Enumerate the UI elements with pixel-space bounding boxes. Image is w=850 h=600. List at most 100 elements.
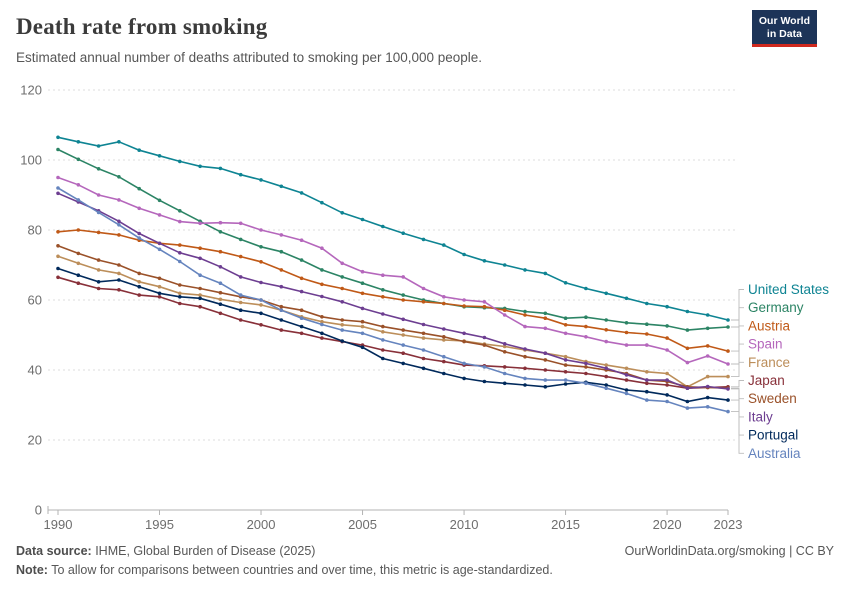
data-point [502, 313, 507, 317]
x-tick-2005: 2005 [348, 517, 377, 532]
legend-label-germany[interactable]: Germany [748, 300, 804, 315]
data-point [198, 296, 202, 301]
data-point [137, 293, 141, 297]
chart-footer: Data source: IHME, Global Burden of Dise… [16, 544, 834, 577]
legend-label-spain[interactable]: Spain [748, 337, 783, 352]
data-point [117, 288, 121, 292]
data-point [685, 399, 690, 404]
legend-label-japan[interactable]: Japan [748, 373, 785, 388]
data-point [218, 302, 223, 306]
data-point [137, 284, 141, 289]
data-point [462, 331, 466, 336]
data-point [56, 191, 60, 196]
data-point [705, 313, 710, 317]
data-point [543, 378, 548, 382]
data-point [198, 221, 202, 226]
data-point [360, 306, 365, 311]
series-line-austria[interactable] [57, 229, 729, 352]
data-point [381, 273, 385, 277]
data-point [401, 328, 406, 332]
data-point [340, 328, 345, 332]
data-point [56, 244, 60, 248]
owid-link[interactable]: OurWorldinData.org/smoking | CC BY [624, 544, 834, 558]
series-austria[interactable] [56, 228, 730, 353]
legend-connector-united-states [731, 289, 744, 321]
data-point [137, 271, 141, 276]
data-point [299, 258, 304, 262]
data-point [482, 379, 487, 384]
data-point [645, 398, 649, 402]
x-tick-2023: 2023 [714, 517, 743, 532]
data-point [56, 266, 60, 271]
x-tick-2010: 2010 [450, 517, 479, 532]
series-australia[interactable] [56, 186, 730, 414]
data-point [381, 324, 385, 329]
data-point [340, 275, 345, 279]
owid-logo-line2: in Data [766, 27, 802, 40]
data-point [198, 304, 202, 309]
data-point [117, 271, 121, 276]
data-point [563, 370, 568, 374]
data-point [665, 383, 669, 387]
data-point [320, 294, 324, 299]
data-point [96, 258, 101, 262]
legend-label-italy[interactable]: Italy [748, 409, 773, 424]
legend-label-sweden[interactable]: Sweden [748, 391, 797, 406]
legend-label-portugal[interactable]: Portugal [748, 428, 798, 443]
owid-logo-line1: Our World [758, 15, 810, 27]
chart-area: 0 20 40 60 80 100 120 1990 1995 2000 2005 2010 2015 2… [0, 80, 850, 538]
data-point [421, 300, 426, 304]
data-point [137, 236, 141, 240]
series-portugal[interactable] [56, 266, 730, 404]
data-point [259, 178, 263, 182]
series-line-united-states[interactable] [57, 136, 729, 321]
series-line-italy[interactable] [57, 192, 729, 390]
legend-label-france[interactable]: France [748, 355, 790, 370]
data-point [584, 365, 588, 369]
legend-label-australia[interactable]: Australia [748, 446, 801, 461]
series-line-spain[interactable] [57, 176, 729, 365]
data-point [482, 365, 487, 369]
series-line-france[interactable] [57, 255, 728, 388]
data-point [563, 378, 568, 382]
data-point [279, 304, 284, 309]
data-point [502, 350, 507, 354]
series-united-states[interactable] [56, 135, 730, 322]
data-point [421, 331, 426, 336]
series-spain[interactable] [56, 175, 730, 366]
data-point [117, 223, 121, 227]
legend-label-austria[interactable]: Austria [748, 318, 791, 333]
chart-note: Note: To allow for comparisons between c… [16, 563, 834, 577]
data-point [726, 325, 730, 329]
series-line-germany[interactable] [57, 148, 729, 331]
data-point [340, 286, 345, 291]
data-point [218, 297, 223, 302]
data-point [117, 263, 121, 267]
data-point [563, 354, 568, 359]
data-point [462, 376, 466, 381]
owid-logo[interactable]: Our World in Data [751, 10, 817, 47]
data-point [218, 220, 223, 225]
x-tick-2020: 2020 [653, 517, 682, 532]
legend-label-united-states[interactable]: United States [748, 282, 829, 297]
data-point [178, 283, 182, 287]
series-japan[interactable] [56, 275, 730, 391]
data-point [523, 376, 527, 381]
data-point [76, 281, 81, 285]
series-line-portugal[interactable] [57, 267, 729, 403]
series-france[interactable] [56, 254, 730, 389]
data-point [523, 324, 527, 329]
data-point [320, 268, 324, 272]
legend-connector-spain [731, 343, 744, 365]
data-point [259, 303, 263, 307]
legend-connector-austria [731, 325, 744, 352]
data-point [482, 343, 487, 347]
series-line-australia[interactable] [57, 187, 729, 413]
series-germany[interactable] [56, 147, 730, 332]
data-point [604, 383, 608, 387]
series-line-japan[interactable] [57, 276, 729, 390]
data-point [279, 284, 284, 289]
data-point [238, 308, 243, 312]
data-point [340, 339, 345, 343]
data-point [401, 275, 406, 279]
